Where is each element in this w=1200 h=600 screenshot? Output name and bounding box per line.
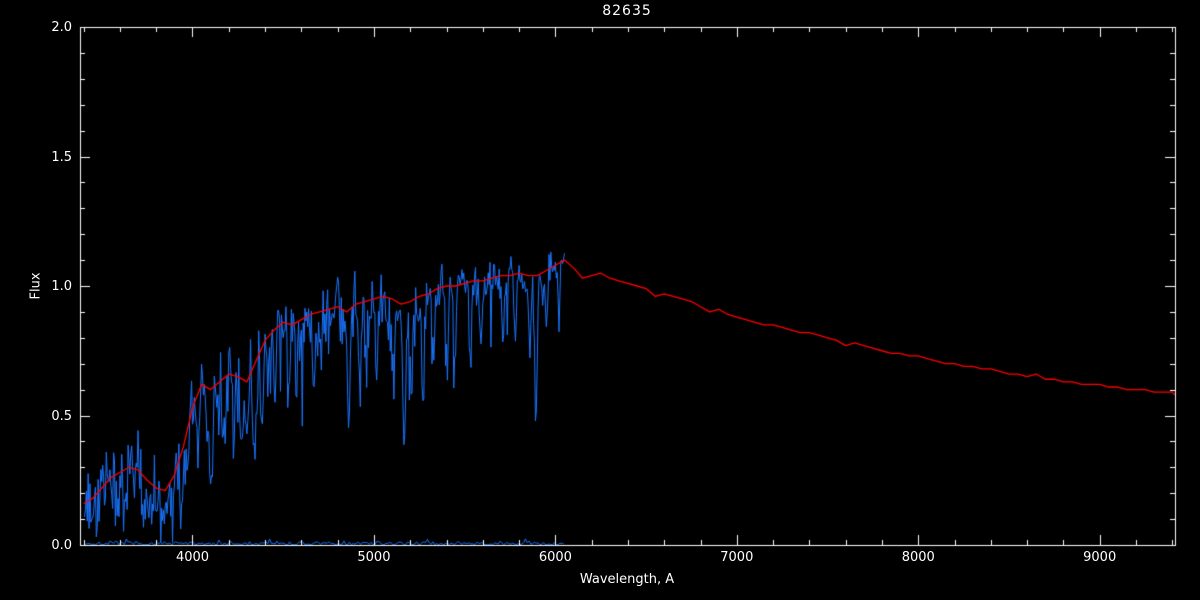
chart-title: 82635: [602, 3, 652, 19]
x-tick-label: 4000: [175, 550, 210, 565]
x-axis-label: Wavelength, A: [579, 572, 675, 587]
y-tick-label: 1.0: [51, 279, 72, 294]
x-tick-label: 7000: [720, 550, 754, 565]
y-tick-label: 0.5: [51, 408, 72, 424]
y-tick-label: 0.0: [51, 538, 72, 553]
x-tick-label: 6000: [538, 550, 572, 565]
x-tick-label: 9000: [1083, 550, 1117, 565]
y-tick-label: 2.0: [51, 20, 72, 35]
x-tick-label: 8000: [901, 550, 935, 565]
x-tick-label: 5000: [357, 550, 391, 565]
y-tick-label: 1.5: [51, 149, 72, 165]
